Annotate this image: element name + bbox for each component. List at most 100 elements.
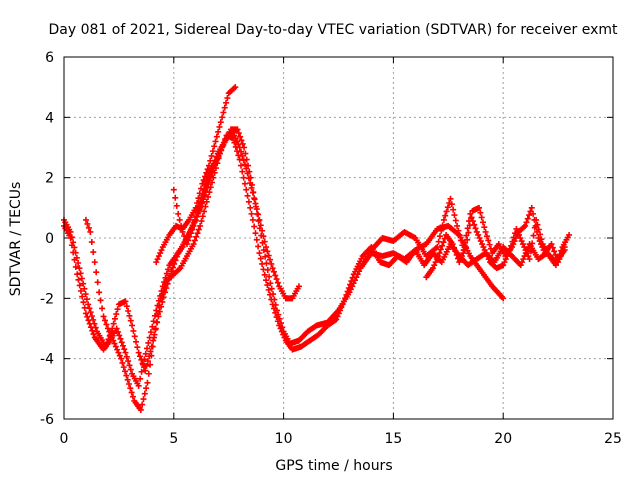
data-point (514, 231, 521, 238)
data-point (142, 367, 149, 374)
data-point (529, 240, 536, 247)
data-point (122, 368, 129, 375)
data-point (511, 238, 518, 245)
data-point (210, 174, 217, 181)
data-point (194, 230, 201, 237)
data-point (126, 381, 133, 388)
data-point (255, 218, 262, 225)
data-point (246, 168, 253, 175)
data-point (216, 123, 223, 130)
data-point (444, 204, 451, 211)
data-point (81, 285, 88, 292)
data-point (159, 298, 166, 305)
data-point (136, 353, 143, 360)
data-point (530, 210, 537, 217)
data-point (249, 216, 256, 223)
data-point (276, 322, 283, 329)
data-point (68, 234, 75, 241)
data-point (240, 174, 247, 181)
data-point (269, 265, 276, 272)
data-point (241, 161, 248, 168)
data-point (333, 316, 340, 323)
data-point (434, 244, 441, 251)
data-point (552, 262, 559, 269)
data-point (116, 352, 123, 359)
data-point (90, 316, 97, 323)
data-point (141, 390, 148, 397)
data-point (472, 225, 479, 232)
data-point (522, 222, 529, 229)
y-tick-label: -6 (40, 412, 54, 428)
data-point (87, 228, 94, 235)
data-point (126, 362, 133, 369)
data-point (72, 249, 79, 256)
data-point (561, 244, 568, 251)
data-point (77, 270, 84, 277)
data-point (468, 215, 475, 222)
data-point (202, 181, 209, 188)
data-point (82, 216, 89, 223)
data-point (88, 313, 95, 320)
data-point (170, 186, 177, 193)
data-point (264, 248, 271, 255)
data-point (139, 401, 146, 408)
data-point (122, 349, 129, 356)
data-point (266, 291, 273, 298)
data-point (473, 228, 480, 235)
data-point (129, 322, 136, 329)
x-tick-label: 5 (169, 431, 178, 447)
data-point (343, 291, 350, 298)
data-point (127, 366, 134, 373)
data-point (508, 244, 515, 251)
data-point (123, 372, 130, 379)
data-point (78, 275, 85, 282)
data-point (234, 148, 241, 155)
data-point (269, 301, 276, 308)
data-point (75, 259, 82, 266)
data-point (295, 283, 302, 290)
data-point (480, 244, 487, 251)
data-point (241, 144, 248, 151)
data-point (119, 342, 126, 349)
data-point (242, 150, 249, 157)
data-point (481, 224, 488, 231)
data-point (71, 244, 78, 251)
data-point (252, 203, 259, 210)
data-point (481, 247, 488, 254)
data-point (172, 194, 179, 201)
data-point (245, 198, 252, 205)
data-point (239, 168, 246, 175)
x-tick-label: 10 (275, 431, 293, 447)
data-point (72, 263, 79, 270)
data-point (122, 298, 129, 305)
data-point (257, 255, 264, 262)
data-point (440, 239, 447, 246)
data-point (230, 135, 237, 142)
data-point (433, 256, 440, 263)
data-point (194, 200, 201, 207)
data-point (135, 349, 142, 356)
data-point (211, 143, 218, 150)
data-point (257, 222, 264, 229)
data-point (197, 222, 204, 229)
data-point (194, 208, 201, 215)
data-point (198, 218, 205, 225)
data-point (107, 331, 114, 338)
x-axis-label: GPS time / hours (275, 458, 392, 474)
data-point (88, 239, 95, 246)
data-point (165, 266, 172, 273)
data-point (238, 137, 245, 144)
data-point (99, 305, 106, 312)
series-arc-7 (423, 204, 568, 281)
data-point (486, 241, 493, 248)
data-point (91, 320, 98, 327)
data-point (84, 220, 91, 227)
data-point (220, 139, 227, 146)
data-point (525, 253, 532, 260)
data-point (274, 279, 281, 286)
data-point (247, 174, 254, 181)
data-points (61, 84, 573, 413)
data-point (138, 356, 145, 363)
